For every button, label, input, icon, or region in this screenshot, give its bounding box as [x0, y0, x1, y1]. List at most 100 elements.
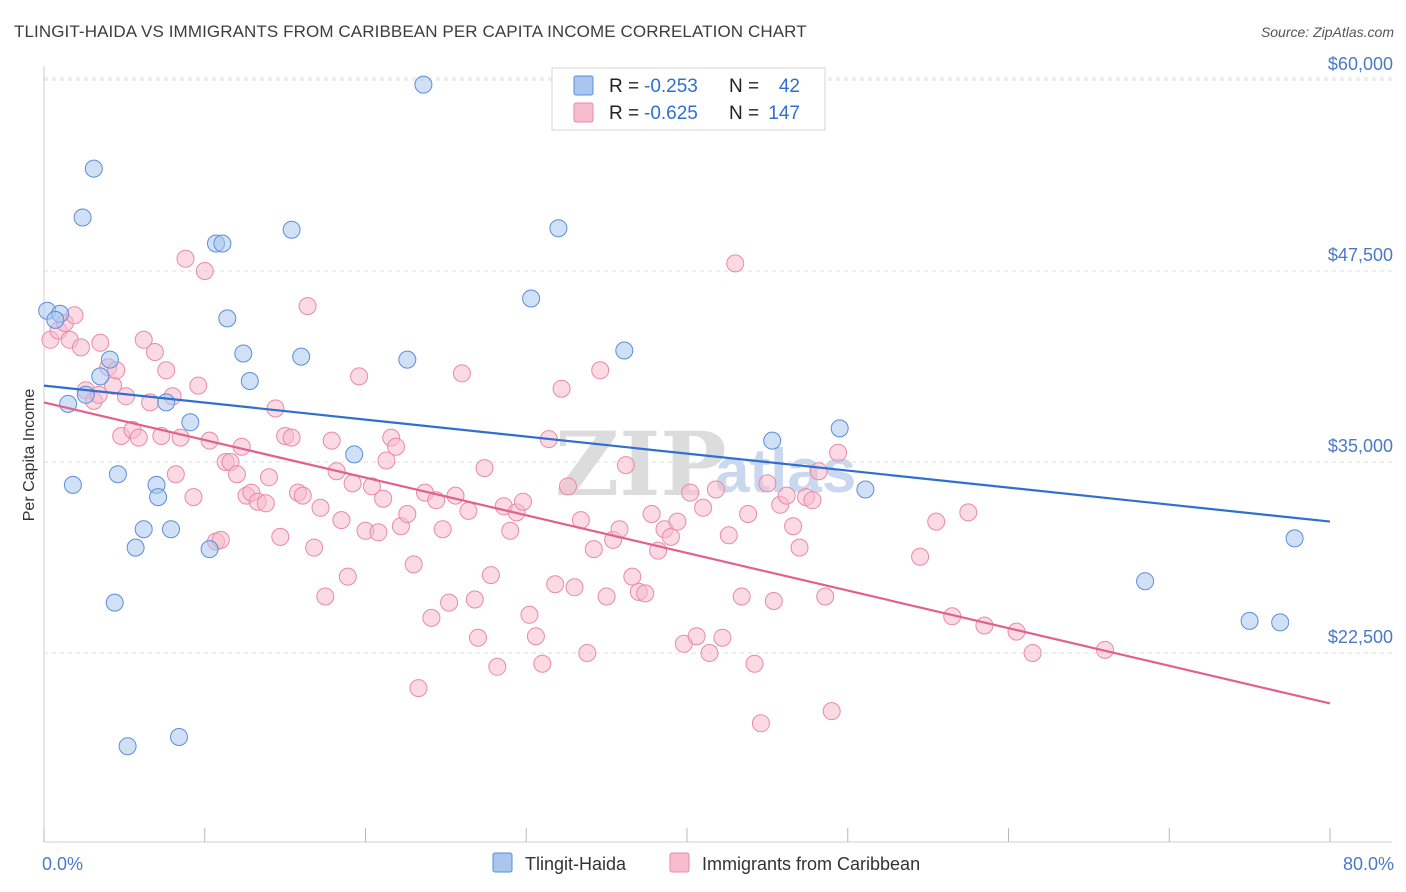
- bottom-legend: Tlingit-Haida Immigrants from Caribbean: [492, 852, 920, 874]
- data-point-caribbean: [784, 517, 803, 536]
- data-point-caribbean: [642, 505, 661, 523]
- gridlines: [44, 77, 1392, 654]
- y-tick-labels: $22,500 $35,000 $47,500 $60,000: [1328, 54, 1393, 647]
- data-point-tlingit-haida: [134, 520, 153, 539]
- data-point-tlingit-haida: [108, 465, 127, 484]
- data-point-caribbean: [184, 488, 203, 507]
- data-point-caribbean: [694, 498, 713, 517]
- data-point-caribbean: [959, 503, 978, 522]
- data-point-caribbean: [227, 465, 246, 484]
- bottom-legend-swatch-pink: [669, 852, 690, 873]
- data-point-caribbean: [377, 451, 396, 470]
- y-tick-label: $47,500: [1328, 245, 1393, 265]
- data-point-caribbean: [822, 702, 841, 721]
- bottom-legend-label-blue: Tlingit-Haida: [525, 854, 627, 874]
- legend-n-value-pink: 147: [768, 103, 800, 124]
- data-point-caribbean: [475, 459, 494, 478]
- data-point-caribbean: [343, 474, 362, 493]
- data-point-tlingit-haida: [73, 208, 92, 227]
- data-point-caribbean: [764, 592, 783, 610]
- data-point-tlingit-haida: [213, 234, 232, 253]
- data-point-caribbean: [465, 590, 484, 609]
- legend-r-value-pink: -0.625: [644, 103, 698, 124]
- data-point-caribbean: [271, 527, 290, 546]
- data-point-tlingit-haida: [282, 220, 301, 239]
- data-point-caribbean: [129, 428, 148, 447]
- y-tick-label: $22,500: [1328, 627, 1393, 647]
- data-point-caribbean: [597, 587, 616, 606]
- data-point-caribbean: [552, 379, 571, 398]
- data-point-caribbean: [790, 538, 809, 557]
- data-point-caribbean: [298, 297, 317, 316]
- data-point-caribbean: [332, 511, 351, 530]
- data-point-caribbean: [591, 361, 610, 380]
- data-point-tlingit-haida: [1240, 611, 1259, 630]
- data-point-caribbean: [911, 547, 930, 566]
- data-point-caribbean: [501, 521, 520, 540]
- data-point-tlingit-haida: [1271, 613, 1290, 632]
- data-point-caribbean: [195, 262, 214, 280]
- chart-title: TLINGIT-HAIDA VS IMMIGRANTS FROM CARIBBE…: [14, 22, 807, 41]
- x-tick-label-min: 0.0%: [42, 854, 83, 874]
- data-point-caribbean: [687, 627, 706, 646]
- data-point-tlingit-haida: [170, 728, 188, 746]
- data-point-caribbean: [809, 462, 828, 481]
- data-point-caribbean: [816, 587, 835, 606]
- data-point-tlingit-haida: [91, 367, 110, 386]
- bottom-legend-swatch-blue: [492, 852, 513, 873]
- data-point-caribbean: [533, 654, 552, 673]
- data-point-caribbean: [726, 254, 745, 273]
- data-point-caribbean: [157, 361, 176, 380]
- data-point-caribbean: [282, 428, 301, 447]
- data-point-tlingit-haida: [292, 347, 311, 366]
- data-point-caribbean: [661, 527, 680, 546]
- legend-swatch-blue: [573, 75, 594, 96]
- data-point-caribbean: [636, 584, 655, 603]
- data-point-tlingit-haida: [100, 350, 119, 369]
- data-point-caribbean: [700, 644, 719, 662]
- y-axis-title: Per Capita Income: [21, 389, 38, 522]
- data-point-caribbean: [452, 364, 471, 383]
- data-point-caribbean: [293, 486, 312, 505]
- series-immigrants-from-caribbean: [41, 249, 1114, 733]
- data-point-caribbean: [440, 593, 459, 612]
- legend-frame: [551, 67, 826, 131]
- data-point-caribbean: [758, 474, 777, 493]
- data-point-tlingit-haida: [856, 480, 875, 499]
- data-point-caribbean: [398, 505, 417, 523]
- trend-line-tlingit-haida: [43, 384, 1331, 523]
- data-point-tlingit-haida: [200, 540, 219, 559]
- data-point-caribbean: [189, 376, 208, 395]
- data-point-caribbean: [565, 578, 584, 597]
- data-point-caribbean: [584, 540, 603, 559]
- legend-swatch-pink: [573, 102, 594, 123]
- data-point-tlingit-haida: [1136, 572, 1155, 591]
- data-point-tlingit-haida: [615, 341, 634, 360]
- data-point-caribbean: [350, 367, 369, 386]
- data-point-caribbean: [520, 605, 539, 624]
- data-point-caribbean: [446, 486, 465, 505]
- data-point-tlingit-haida: [1285, 529, 1304, 548]
- data-point-tlingit-haida: [118, 737, 137, 756]
- data-point-tlingit-haida: [830, 419, 849, 438]
- data-point-caribbean: [145, 343, 164, 361]
- data-point-caribbean: [322, 431, 341, 450]
- legend-r-value-blue: -0.253: [644, 76, 698, 97]
- data-point-caribbean: [459, 501, 478, 520]
- data-point-tlingit-haida: [240, 372, 259, 390]
- legend-n-label-blue: N =: [729, 76, 759, 97]
- data-point-caribbean: [433, 520, 452, 539]
- data-point-caribbean: [681, 483, 700, 502]
- data-point-tlingit-haida: [414, 75, 433, 94]
- bottom-legend-label-pink: Immigrants from Caribbean: [702, 854, 920, 874]
- trend-line-caribbean: [43, 401, 1331, 705]
- data-point-caribbean: [176, 249, 195, 268]
- data-point-caribbean: [369, 523, 388, 542]
- data-point-caribbean: [469, 628, 487, 647]
- data-point-caribbean: [975, 616, 994, 635]
- data-point-caribbean: [481, 566, 500, 585]
- x-tick-label-max: 80.0%: [1343, 854, 1394, 874]
- data-point-caribbean: [91, 333, 110, 352]
- data-point-caribbean: [134, 330, 153, 349]
